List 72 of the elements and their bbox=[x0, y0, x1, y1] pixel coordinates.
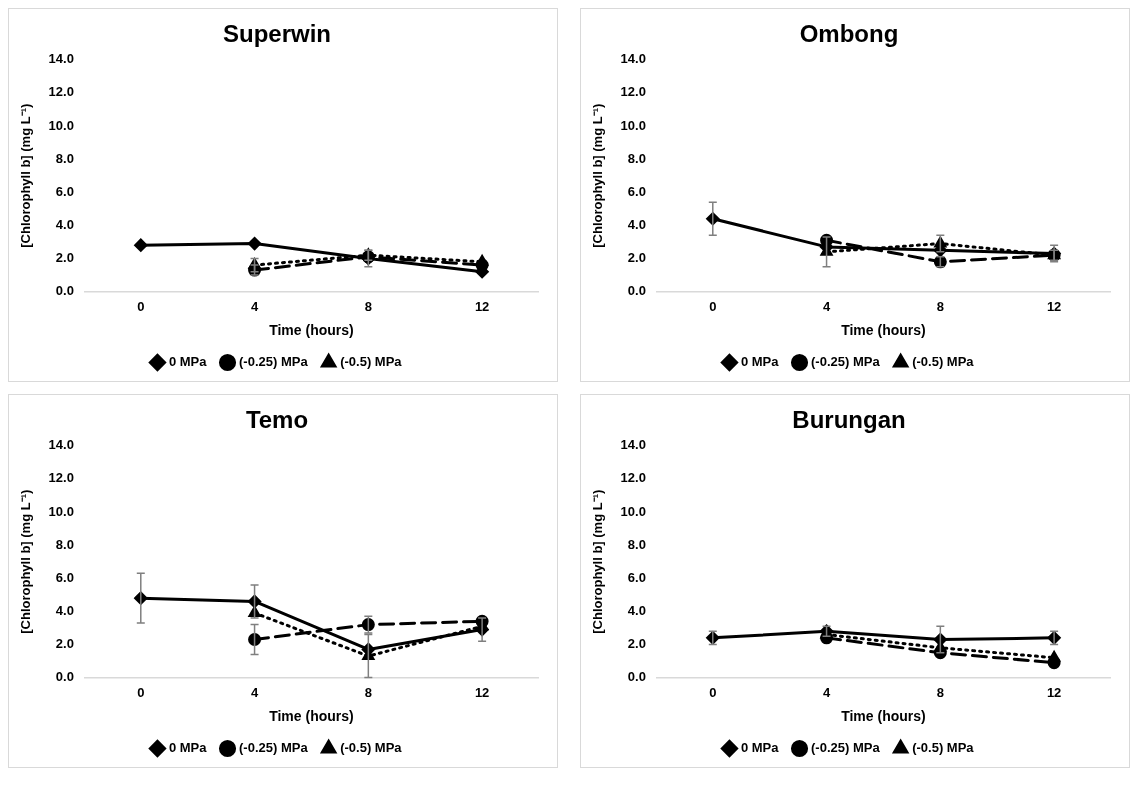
y-tick-label: 4.0 bbox=[55, 602, 74, 618]
y-tick-label: 10.0 bbox=[48, 117, 74, 133]
y-tick-label: 8.0 bbox=[55, 536, 74, 552]
y-tick-label: 2.0 bbox=[55, 250, 74, 266]
y-tick-label: 6.0 bbox=[627, 183, 646, 199]
x-axis-title: Time (hours) bbox=[841, 322, 926, 339]
x-axis-title: Time (hours) bbox=[269, 322, 354, 339]
legend-label: (-0.25) MPa bbox=[239, 740, 309, 756]
y-tick-label: 6.0 bbox=[627, 569, 646, 585]
y-tick-label: 10.0 bbox=[620, 503, 646, 519]
y-tick-label: 14.0 bbox=[620, 51, 646, 67]
x-tick-label: 8 bbox=[364, 684, 372, 700]
legend-label: (-0.5) MPa bbox=[912, 740, 975, 756]
x-tick-label: 12 bbox=[1046, 684, 1062, 700]
y-tick-label: 2.0 bbox=[627, 250, 646, 266]
y-tick-label: 12.0 bbox=[620, 84, 646, 100]
legend-label: (-0.5) MPa bbox=[912, 354, 975, 370]
x-axis-title: Time (hours) bbox=[841, 708, 926, 725]
y-tick-label: 4.0 bbox=[627, 602, 646, 618]
y-tick-label: 2.0 bbox=[627, 636, 646, 652]
y-axis-title: [Chlorophyll b] (mg L⁻¹) bbox=[18, 489, 34, 634]
y-tick-label: 8.0 bbox=[627, 536, 646, 552]
y-tick-label: 2.0 bbox=[55, 636, 74, 652]
x-tick-label: 4 bbox=[822, 684, 831, 700]
legend-label: (-0.25) MPa bbox=[239, 354, 309, 370]
y-tick-label: 0.0 bbox=[627, 669, 646, 685]
y-tick-label: 12.0 bbox=[620, 470, 646, 486]
y-tick-label: 6.0 bbox=[55, 569, 74, 585]
chart-title: Superwin bbox=[222, 20, 332, 48]
x-tick-label: 4 bbox=[250, 684, 259, 700]
legend-label: 0 MPa bbox=[168, 354, 208, 370]
y-tick-label: 6.0 bbox=[55, 183, 74, 199]
y-tick-label: 8.0 bbox=[627, 150, 646, 166]
x-tick-label: 0 bbox=[137, 298, 145, 314]
x-tick-label: 12 bbox=[1046, 298, 1062, 314]
legend-label: (-0.25) MPa bbox=[811, 354, 881, 370]
y-tick-label: 12.0 bbox=[48, 84, 74, 100]
legend-label: (-0.25) MPa bbox=[811, 740, 881, 756]
x-axis-title: Time (hours) bbox=[269, 708, 354, 725]
legend-label: 0 MPa bbox=[740, 740, 780, 756]
y-tick-label: 0.0 bbox=[55, 669, 74, 685]
x-tick-label: 4 bbox=[822, 298, 831, 314]
y-tick-label: 10.0 bbox=[48, 503, 74, 519]
x-tick-label: 12 bbox=[474, 684, 490, 700]
x-tick-label: 4 bbox=[250, 298, 259, 314]
legend-label: 0 MPa bbox=[168, 740, 208, 756]
y-axis-title: [Chlorophyll b] (mg L⁻¹) bbox=[18, 103, 34, 248]
y-tick-label: 0.0 bbox=[55, 283, 74, 299]
chart-title: Temo bbox=[245, 406, 309, 434]
y-tick-label: 4.0 bbox=[627, 216, 646, 232]
y-tick-label: 4.0 bbox=[55, 216, 74, 232]
x-tick-label: 8 bbox=[936, 298, 944, 314]
x-tick-label: 0 bbox=[137, 684, 145, 700]
y-tick-label: 12.0 bbox=[48, 470, 74, 486]
legend-label: (-0.5) MPa bbox=[340, 354, 403, 370]
chart-title: Burungan bbox=[792, 406, 906, 434]
y-tick-label: 0.0 bbox=[627, 283, 646, 299]
y-tick-label: 8.0 bbox=[55, 150, 74, 166]
y-tick-label: 10.0 bbox=[620, 117, 646, 133]
legend-label: (-0.5) MPa bbox=[340, 740, 403, 756]
x-tick-label: 8 bbox=[364, 298, 372, 314]
y-axis-title: [Chlorophyll b] (mg L⁻¹) bbox=[590, 489, 606, 634]
y-tick-label: 14.0 bbox=[48, 51, 74, 67]
x-tick-label: 0 bbox=[709, 298, 717, 314]
x-tick-label: 12 bbox=[474, 298, 490, 314]
y-tick-label: 14.0 bbox=[620, 437, 646, 453]
x-tick-label: 0 bbox=[709, 684, 717, 700]
x-tick-label: 8 bbox=[936, 684, 944, 700]
chart-title: Ombong bbox=[799, 20, 899, 48]
y-tick-label: 14.0 bbox=[48, 437, 74, 453]
legend-label: 0 MPa bbox=[740, 354, 780, 370]
y-axis-title: [Chlorophyll b] (mg L⁻¹) bbox=[590, 103, 606, 248]
